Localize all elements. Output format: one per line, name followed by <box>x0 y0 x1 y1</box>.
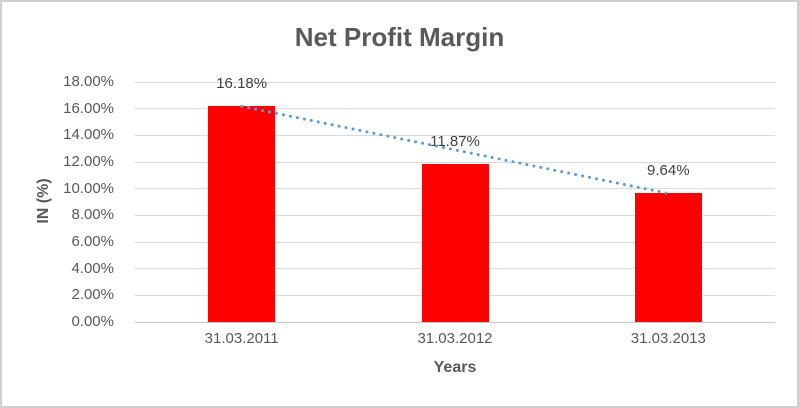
y-tick-label: 8.00% <box>71 206 114 224</box>
bar <box>634 193 702 322</box>
y-tick-label: 18.00% <box>63 73 114 90</box>
y-tick-label: 16.00% <box>63 99 114 117</box>
x-tick-label: 31.03.2012 <box>417 330 493 347</box>
bar <box>208 106 276 322</box>
x-tick-label: 31.03.2013 <box>630 330 706 347</box>
gridline <box>135 321 775 323</box>
y-tick-label: 2.00% <box>71 286 114 304</box>
data-label: 9.64% <box>647 162 690 180</box>
x-axis-title: Years <box>433 359 477 376</box>
y-tick-label: 14.00% <box>63 126 114 144</box>
data-label: 16.18% <box>216 75 268 93</box>
x-tick-label: 31.03.2011 <box>204 330 279 347</box>
data-label: 11.87% <box>430 132 480 150</box>
y-tick-label: 4.00% <box>71 259 114 277</box>
chart-title: Net Profit Margin <box>294 22 505 52</box>
y-tick-label: 6.00% <box>71 233 114 250</box>
y-tick-label: 0.00% <box>71 313 114 330</box>
bar <box>421 163 489 322</box>
gridline <box>135 81 775 83</box>
y-tick-label: 12.00% <box>63 153 114 170</box>
y-tick-label: 10.00% <box>63 179 114 197</box>
